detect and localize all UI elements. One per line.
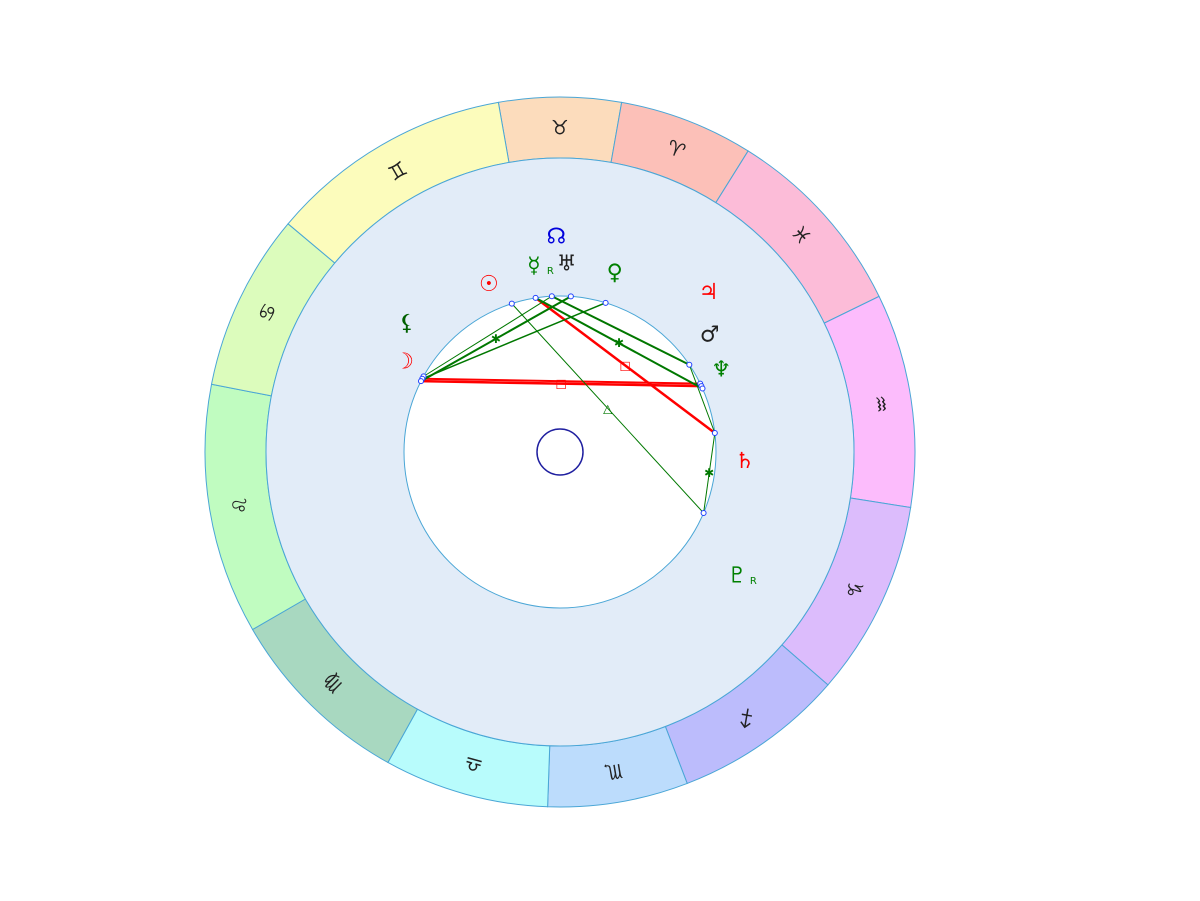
aspect-point-p5 [602,299,609,306]
aspect-lines: □ □ ✱ ✱ △ ✱ [420,295,716,514]
planet-jupiter-glyph: ♃ [699,280,719,305]
aspect-symbol-11: ✱ [704,466,714,480]
planet-saturn-glyph: ♄ [735,449,755,474]
aspect-line-7 [535,297,703,390]
aspect-point-p3 [548,293,555,300]
planet-moon-glyph: ☽ [394,350,414,375]
aspect-line-11 [703,432,716,514]
planet-neptune-glyph: ♆ [711,357,731,382]
aspect-point-p11 [700,509,707,516]
planet-pluto-retrograde: R [750,576,757,587]
center-circle [536,428,584,476]
aspect-line-0 [420,379,702,388]
inner-disc [403,295,717,609]
zodiac-glyph-aquarius: ♒ [868,393,894,414]
aspect-line-2 [534,296,716,434]
aspect-line-8 [551,295,690,366]
zodiac-glyph-libra: ♎ [461,751,485,779]
aspect-symbol-9: △ [603,401,613,415]
planet-uranus-glyph: ♅ [557,252,577,277]
planet-north-node-glyph: ☊ [546,225,566,250]
aspect-point-p14 [418,378,425,385]
aspect-line-9 [511,303,704,514]
aspect-symbol-4: ✱ [491,332,501,346]
zodiac-ring: ♉♈♓♒♑♐♏♎♍♌♋♊ [204,96,916,808]
aspect-point-p1 [508,300,515,307]
aspect-point-p4 [567,293,574,300]
zodiac-glyph-scorpio: ♏ [603,759,625,786]
planet-glyphs: ☊☿ R ♅ ♀☉ ♃♂♆⚸☽♄♇ R [394,225,757,589]
planet-mars-glyph: ♂ [700,323,720,348]
planet-lilith-glyph: ⚸ [399,311,415,336]
aspect-line-1 [422,377,701,385]
planet-pluto-glyph: ♇ [727,563,747,588]
aspect-point-p6 [686,361,693,368]
aspect-point-p2 [532,294,539,301]
aspect-line-10 [688,364,716,434]
zodiac-glyph-leo: ♌ [227,495,254,517]
planet-sun-glyph: ☉ [479,272,499,297]
aspect-symbol-0: □ [556,377,567,391]
zodiac-glyph-taurus: ♉ [551,116,569,140]
planet-mercury-retrograde: R [547,266,554,277]
aspect-points [418,293,718,516]
aspect-line-5 [421,302,606,380]
aspect-point-p9 [699,385,706,392]
aspect-symbol-2: □ [620,358,631,372]
aspect-symbol-7: ✱ [614,336,624,350]
aspect-point-p10 [711,429,718,436]
aspect-line-6 [423,295,553,377]
planet-venus-glyph: ♀ [607,261,623,286]
aspect-line-4 [420,295,572,383]
planet-mercury-glyph: ☿ [527,253,541,278]
